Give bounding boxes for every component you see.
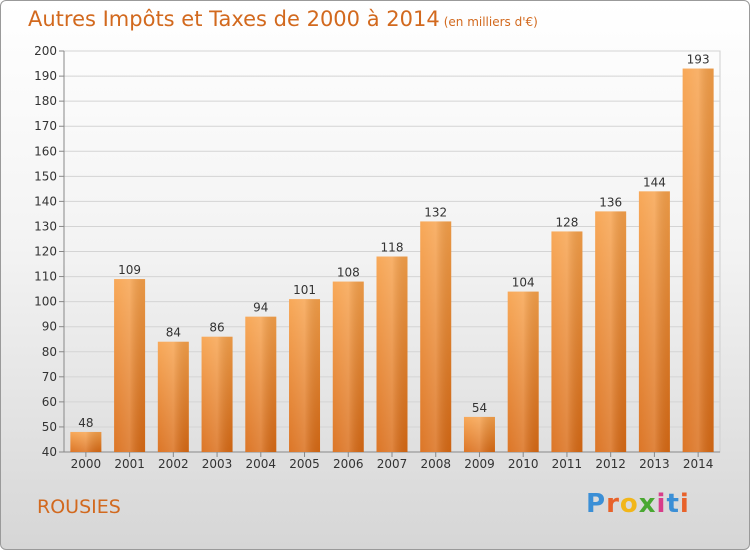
bar-shine: [289, 299, 320, 452]
bar-value-label: 144: [643, 175, 666, 189]
bar-value-label: 118: [381, 241, 404, 255]
bar-shine: [639, 191, 670, 452]
bar-value-label: 54: [472, 401, 487, 415]
bar-shine: [683, 69, 714, 452]
bar-value-label: 94: [253, 301, 268, 315]
y-tick-label: 180: [34, 94, 57, 108]
bar-shine: [508, 292, 539, 452]
bar-value-label: 86: [209, 321, 224, 335]
x-tick-label: 2007: [377, 457, 408, 471]
x-tick-label: 2011: [552, 457, 583, 471]
x-tick-label: 2001: [114, 457, 145, 471]
bar-shine: [333, 282, 364, 452]
x-tick-label: 2003: [202, 457, 233, 471]
logo-letter: P: [586, 489, 606, 519]
bar-shine: [377, 257, 408, 452]
x-tick-label: 2009: [464, 457, 495, 471]
bar-shine: [70, 432, 101, 452]
bar-value-label: 193: [687, 53, 710, 67]
y-tick-label: 100: [34, 295, 57, 309]
x-tick-label: 2008: [420, 457, 451, 471]
y-tick-label: 70: [42, 370, 57, 384]
bar-value-label: 84: [166, 326, 181, 340]
bar-value-label: 108: [337, 266, 360, 280]
x-tick-label: 2013: [639, 457, 670, 471]
bar-shine: [464, 417, 495, 452]
bar-shine: [114, 279, 145, 452]
y-tick-label: 90: [42, 320, 57, 334]
proxiti-logo[interactable]: Proxiti: [586, 489, 690, 519]
x-tick-label: 2000: [71, 457, 102, 471]
bar-shine: [158, 342, 189, 452]
y-tick-label: 110: [34, 270, 57, 284]
logo-letter: i: [680, 489, 690, 519]
bar-value-label: 128: [555, 215, 578, 229]
bar-value-label: 101: [293, 283, 316, 297]
bar-value-label: 136: [599, 195, 622, 209]
bar-value-label: 104: [512, 276, 535, 290]
x-tick-label: 2014: [683, 457, 714, 471]
y-tick-label: 120: [34, 245, 57, 259]
logo-letter: t: [666, 489, 679, 519]
y-tick-label: 160: [34, 144, 57, 158]
x-tick-label: 2006: [333, 457, 364, 471]
x-tick-label: 2005: [289, 457, 320, 471]
y-tick-label: 80: [42, 345, 57, 359]
x-tick-label: 2004: [246, 457, 277, 471]
y-tick-label: 170: [34, 119, 57, 133]
bar-shine: [551, 231, 582, 452]
y-tick-label: 190: [34, 69, 57, 83]
y-tick-label: 200: [34, 44, 57, 58]
bar-shine: [420, 221, 451, 452]
logo-letter: i: [657, 489, 667, 519]
x-tick-label: 2002: [158, 457, 189, 471]
y-tick-label: 50: [42, 420, 57, 434]
y-tick-label: 150: [34, 169, 57, 183]
y-tick-label: 130: [34, 219, 57, 233]
place-name: ROUSIES: [37, 496, 121, 518]
y-tick-label: 60: [42, 395, 57, 409]
logo-letter: o: [620, 489, 639, 519]
x-tick-label: 2012: [595, 457, 626, 471]
bar-shine: [245, 317, 276, 452]
x-tick-label: 2010: [508, 457, 539, 471]
bar-shine: [595, 211, 626, 452]
logo-letter: r: [606, 489, 620, 519]
bar-value-label: 132: [424, 205, 447, 219]
bar-value-label: 48: [78, 416, 93, 430]
logo-letter: x: [639, 489, 657, 519]
y-tick-label: 140: [34, 194, 57, 208]
bar-shine: [202, 337, 233, 452]
y-tick-label: 40: [42, 445, 57, 459]
bar-value-label: 109: [118, 263, 141, 277]
